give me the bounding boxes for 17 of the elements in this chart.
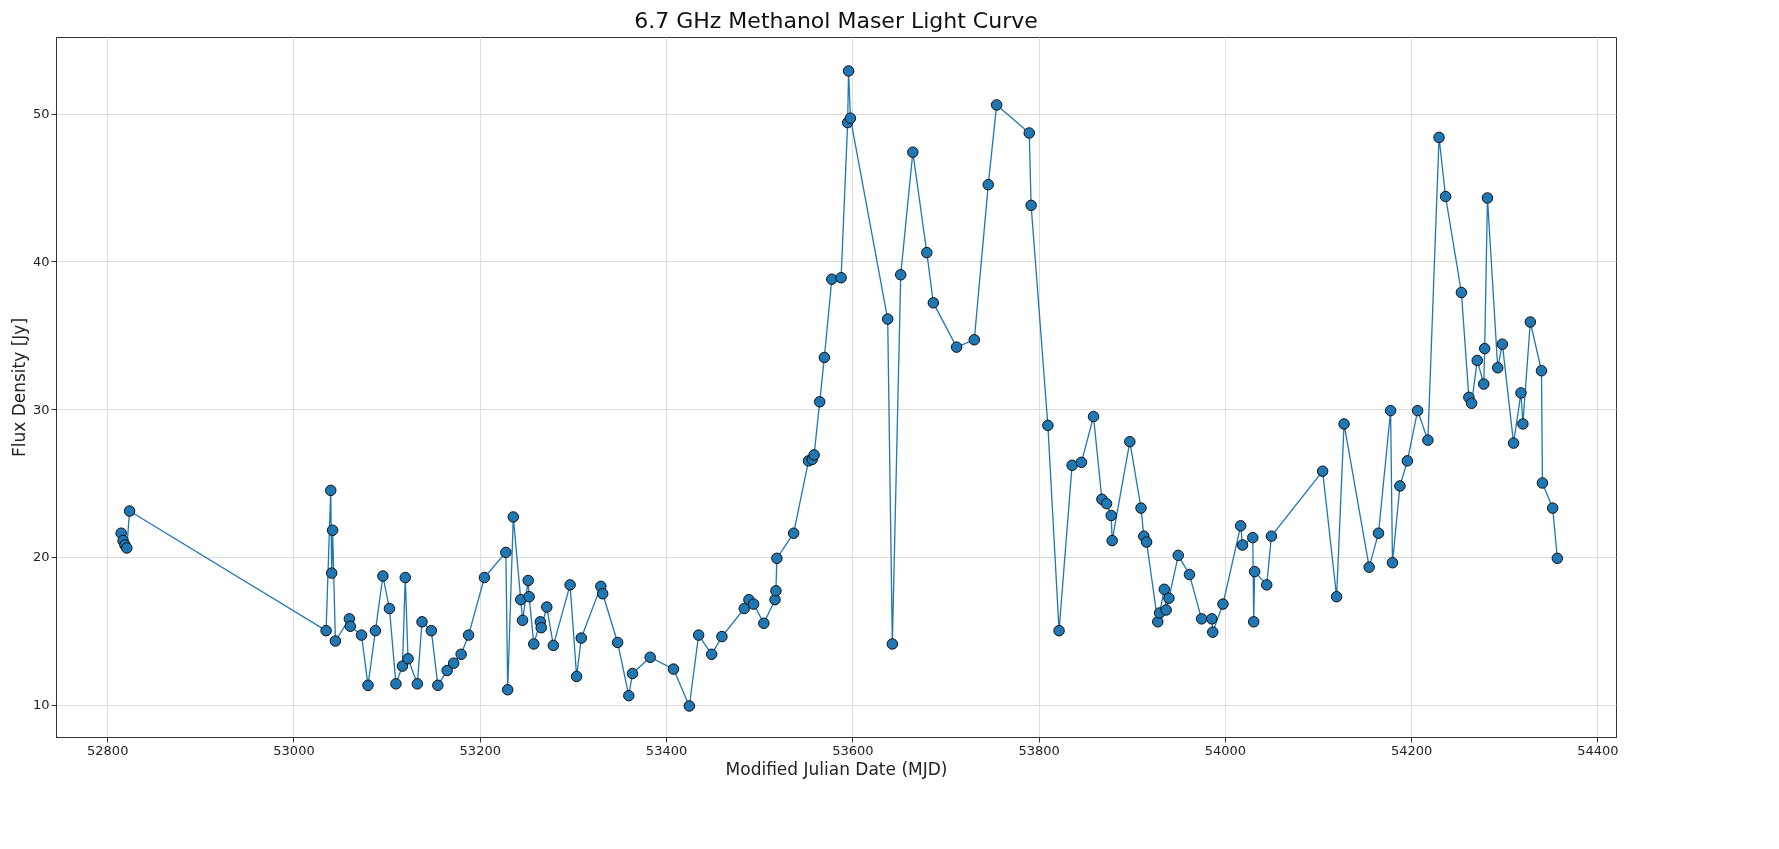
x-tick-label: 53400 xyxy=(645,742,688,758)
y-axis-title: Flux Density [Jy] xyxy=(8,317,29,458)
x-tick-label: 53600 xyxy=(832,742,874,758)
x-tick-label: 54000 xyxy=(1204,742,1247,758)
chart-title: 6.7 GHz Methanol Maser Light Curve xyxy=(634,8,1038,33)
x-tick-label: 53200 xyxy=(459,742,501,758)
x-tick-label: 52800 xyxy=(87,742,129,758)
x-tick-label: 53800 xyxy=(1018,742,1060,758)
y-tick-label: 10 xyxy=(32,697,50,713)
x-tick-label: 54400 xyxy=(1577,742,1619,758)
y-tick-label: 50 xyxy=(32,106,50,122)
y-tick-label: 30 xyxy=(32,401,50,417)
y-tick-label: 40 xyxy=(32,253,50,269)
x-tick-label: 54200 xyxy=(1390,742,1433,758)
y-tick-label: 20 xyxy=(32,549,50,565)
x-tick-label: 53000 xyxy=(273,742,315,758)
x-axis-title: Modified Julian Date (MJD) xyxy=(725,758,948,779)
